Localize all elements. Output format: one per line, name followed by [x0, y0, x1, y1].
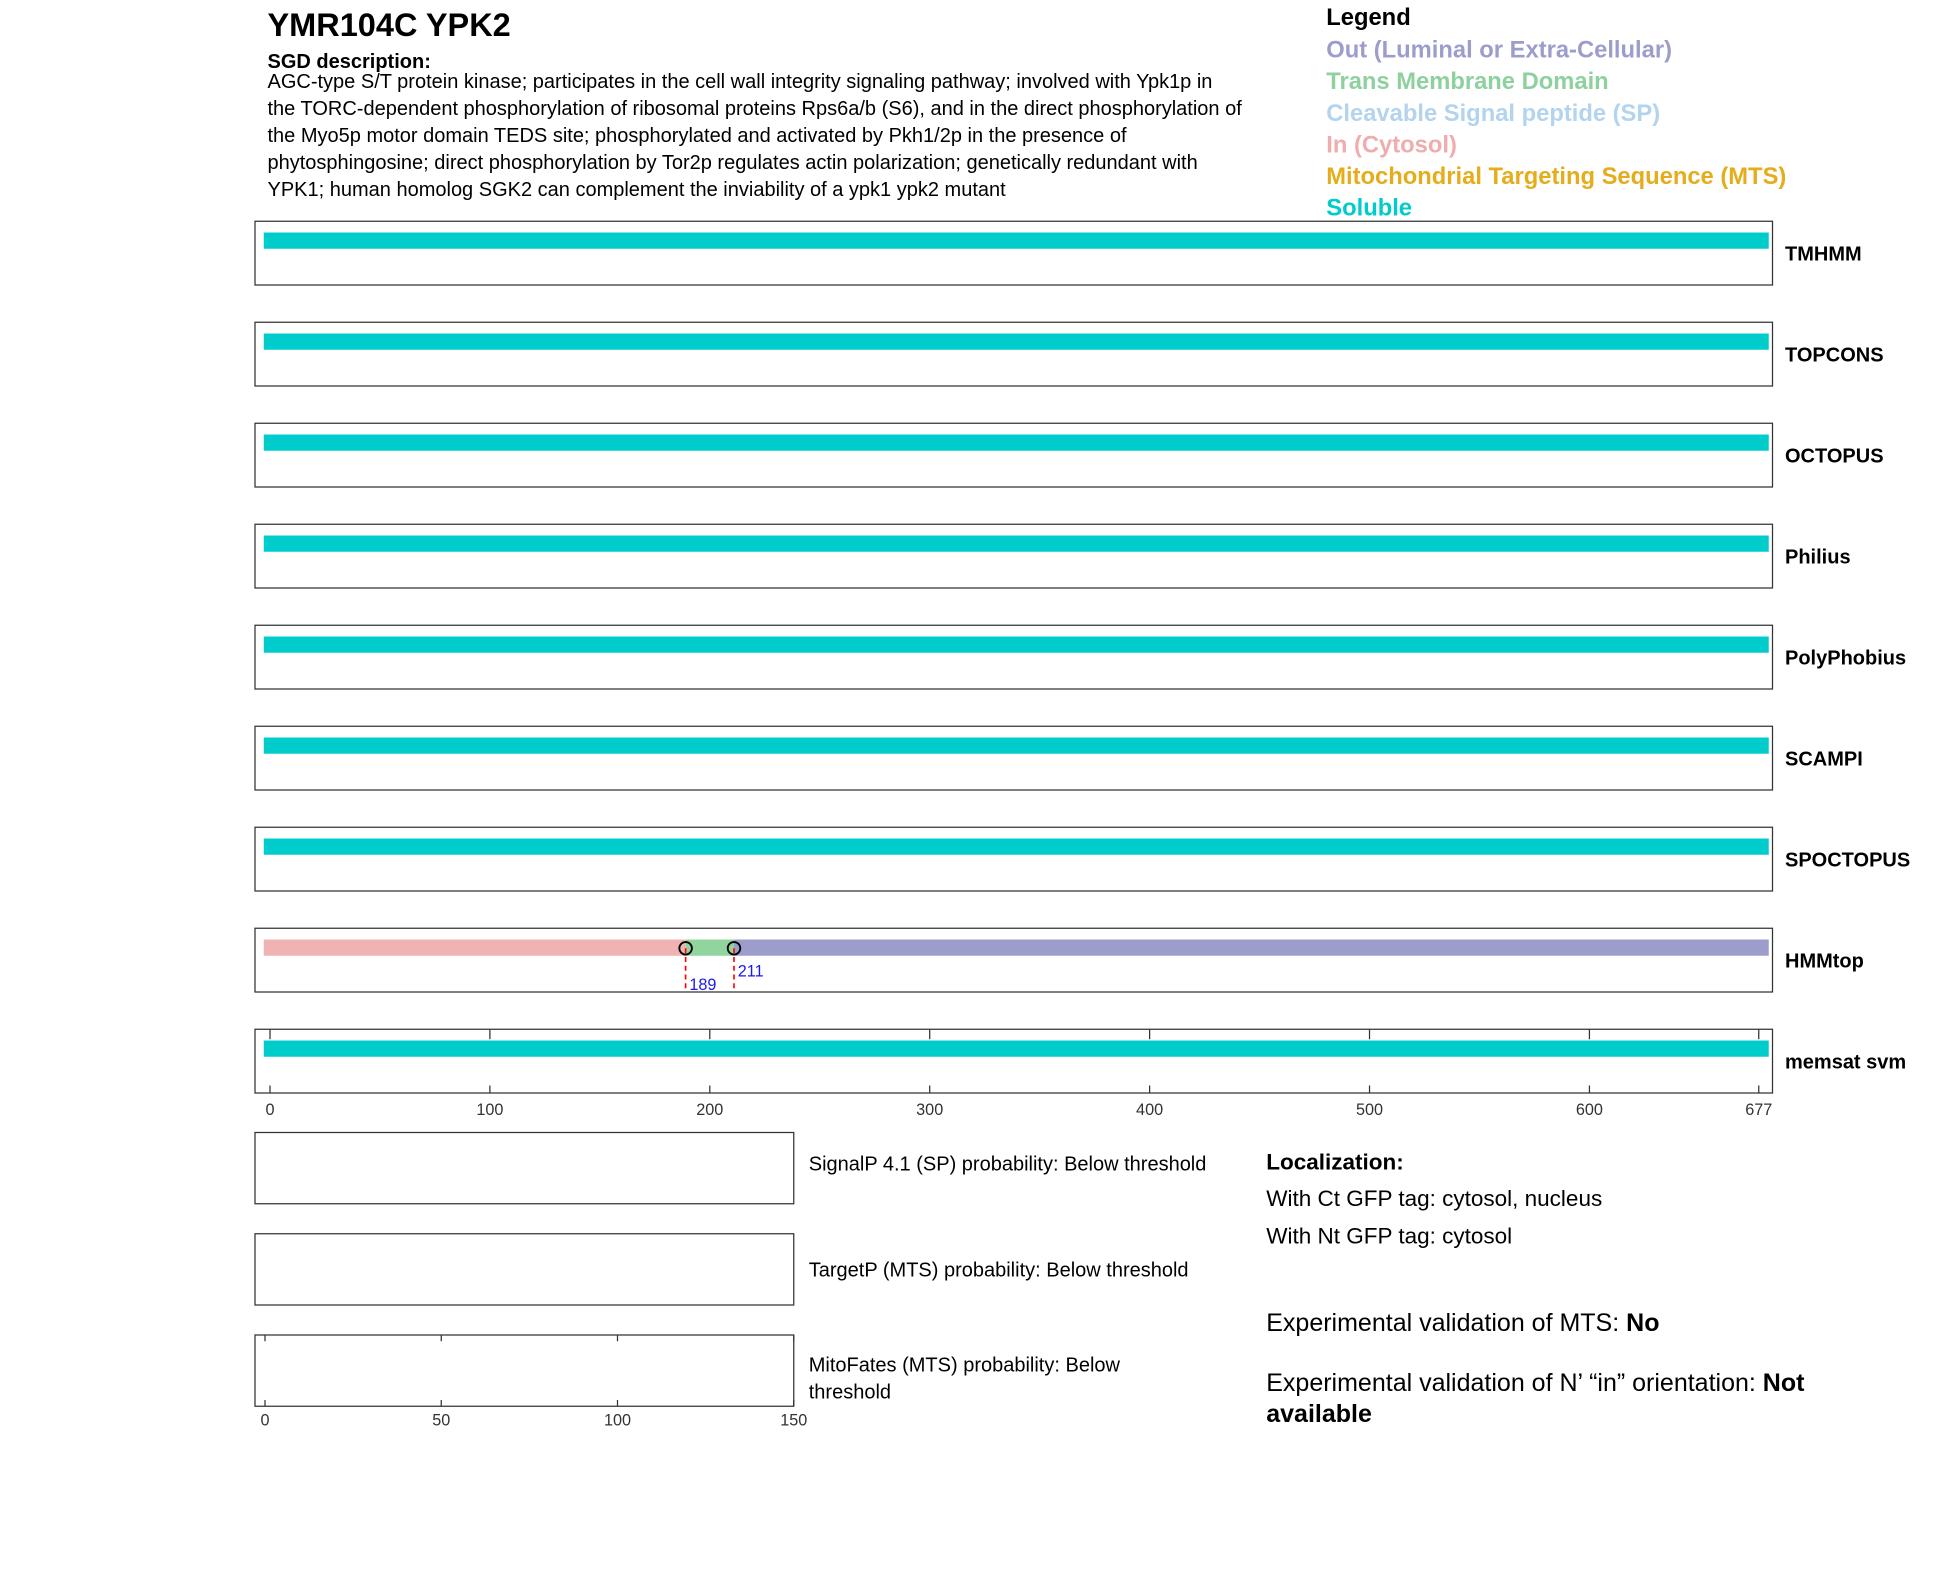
x-tick-label: 100 [604, 1412, 631, 1430]
track-segment [263, 333, 1769, 350]
track-box [254, 1028, 1774, 1094]
validation-value: No [1626, 1308, 1659, 1336]
legend-item: Mitochondrial Targeting Sequence (MTS) [1326, 163, 1786, 190]
track-segment [263, 535, 1769, 552]
validation-text: Experimental validation of N’ “in” orien… [1266, 1368, 1805, 1396]
probability-box [254, 1334, 795, 1407]
localization-line: With Nt GFP tag: cytosol [1266, 1223, 1512, 1248]
track-segment [263, 1040, 1769, 1057]
track-segment [263, 939, 686, 956]
boundary-marker [726, 941, 742, 956]
validation-label: Experimental validation of MTS: [1266, 1308, 1619, 1336]
x-tick-label: 600 [1576, 1101, 1603, 1119]
validation-text: Experimental validation of MTS: No [1266, 1308, 1659, 1336]
boundary-label: 189 [689, 976, 716, 994]
legend-item: Cleavable Signal peptide (SP) [1326, 100, 1660, 127]
boundary-label: 211 [738, 962, 764, 980]
track-name: SPOCTOPUS [1785, 849, 1910, 871]
track-segment [263, 434, 1769, 451]
track-box [254, 624, 1774, 690]
validation-value: Not [1763, 1368, 1805, 1396]
description-line: phytosphingosine; direct phosphorylation… [268, 152, 1198, 174]
x-tick-label: 500 [1356, 1101, 1383, 1119]
x-tick-label: 50 [432, 1412, 450, 1430]
track-name: SCAMPI [1785, 748, 1863, 770]
legend-item: Soluble [1326, 195, 1412, 222]
legend-item: Out (Luminal or Extra-Cellular) [1326, 37, 1672, 64]
legend-item: Trans Membrane Domain [1326, 68, 1608, 95]
track-name: OCTOPUS [1785, 445, 1884, 467]
track-segment [263, 232, 1769, 249]
x-tick-label: 0 [265, 1101, 274, 1119]
boundary-marker [678, 941, 693, 956]
description-line: the Myo5p motor domain TEDS site; phosph… [268, 125, 1127, 147]
x-tick-label: 300 [916, 1101, 943, 1119]
track-box [254, 523, 1774, 589]
localization-line: With Ct GFP tag: cytosol, nucleus [1266, 1186, 1602, 1211]
probability-label: threshold [809, 1381, 891, 1403]
probability-label: TargetP (MTS) probability: Below thresho… [809, 1260, 1189, 1282]
localization-heading: Localization: [1266, 1150, 1404, 1175]
title: YMR104C YPK2 [268, 7, 511, 43]
track-name: TOPCONS [1785, 344, 1884, 366]
probability-box [254, 1131, 795, 1205]
description-line: YPK1; human homolog SGK2 can complement … [268, 179, 1007, 201]
track-name: memsat svm [1785, 1051, 1906, 1073]
description-heading: SGD description: [268, 51, 431, 73]
description-line: the TORC-dependent phosphorylation of ri… [268, 98, 1243, 120]
legend-title: Legend [1326, 4, 1410, 31]
track-segment [685, 939, 734, 956]
track-name: Philius [1785, 546, 1851, 568]
probability-box [254, 1233, 795, 1306]
track-segment [733, 939, 1769, 956]
track-box [254, 725, 1774, 791]
validation-label: Experimental validation of N’ “in” orien… [1266, 1368, 1756, 1396]
x-tick-label: 100 [476, 1101, 503, 1119]
description-line: AGC-type S/T protein kinase; participate… [268, 71, 1213, 93]
legend-item: In (Cytosol) [1326, 131, 1457, 158]
track-box [254, 220, 1774, 286]
probability-label: SignalP 4.1 (SP) probability: Below thre… [809, 1153, 1207, 1175]
track-segment [263, 737, 1769, 754]
probability-label: MitoFates (MTS) probability: Below [809, 1355, 1121, 1377]
track-box [254, 321, 1774, 387]
track-box [254, 826, 1774, 892]
track-segment [263, 636, 1769, 653]
x-tick-label: 0 [260, 1412, 269, 1430]
track-segment [263, 838, 1769, 855]
x-tick-label: 677 [1745, 1101, 1772, 1119]
track-name: PolyPhobius [1785, 647, 1906, 669]
track-name: TMHMM [1785, 243, 1862, 265]
track-name: HMMtop [1785, 950, 1864, 972]
x-tick-label: 150 [780, 1412, 807, 1430]
x-tick-label: 200 [696, 1101, 723, 1119]
track-box [254, 927, 1774, 993]
track-box [254, 422, 1774, 488]
x-tick-label: 400 [1136, 1101, 1163, 1119]
validation-value: available [1266, 1400, 1372, 1428]
